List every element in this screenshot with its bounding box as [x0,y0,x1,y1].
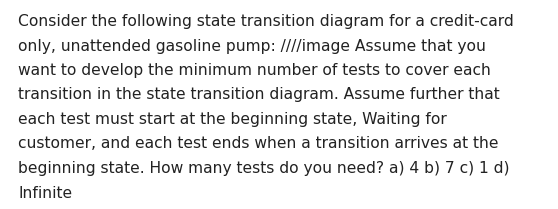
Text: each test must start at the beginning state, Waiting for: each test must start at the beginning st… [18,112,447,127]
Text: Consider the following state transition diagram for a credit-card: Consider the following state transition … [18,14,514,29]
Text: only, unattended gasoline pump: ////image Assume that you: only, unattended gasoline pump: ////imag… [18,38,486,54]
Text: customer, and each test ends when a transition arrives at the: customer, and each test ends when a tran… [18,136,498,152]
Text: beginning state. How many tests do you need? a) 4 b) 7 c) 1 d): beginning state. How many tests do you n… [18,161,509,176]
Text: Infinite: Infinite [18,186,72,200]
Text: transition in the state transition diagram. Assume further that: transition in the state transition diagr… [18,88,500,102]
Text: want to develop the minimum number of tests to cover each: want to develop the minimum number of te… [18,63,491,78]
